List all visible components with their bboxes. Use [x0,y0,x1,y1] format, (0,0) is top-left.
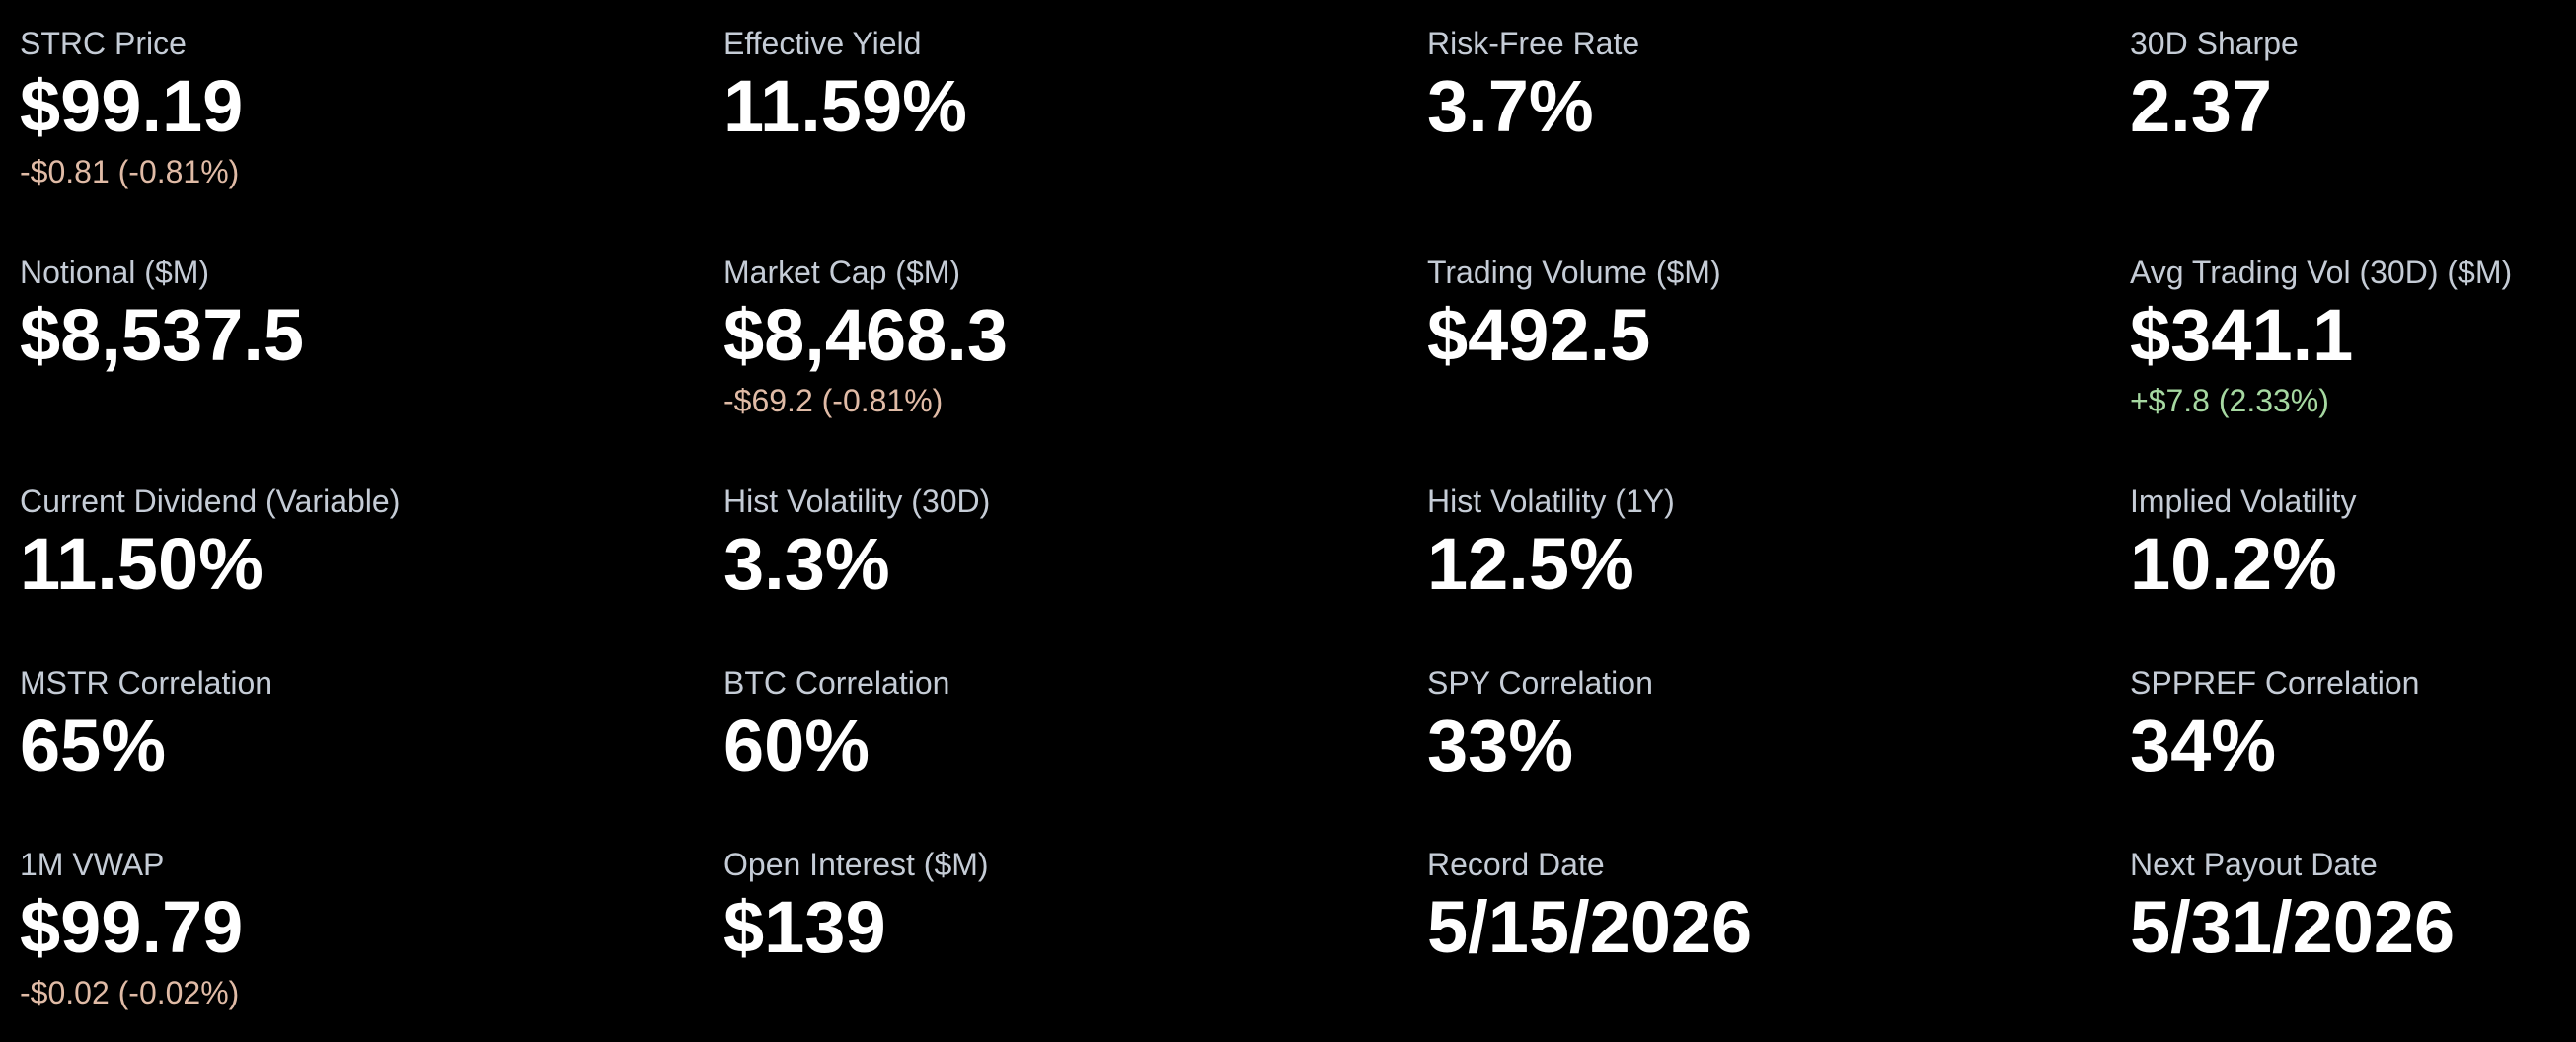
metric-btc-correlation: BTC Correlation 60% [723,663,1414,787]
metric-effective-yield: Effective Yield 11.59% [723,24,1414,148]
metric-30d-sharpe: 30D Sharpe 2.37 [2130,24,2564,148]
metric-spy-correlation: SPY Correlation 33% [1427,663,2118,787]
metric-value: 33% [1427,705,1574,786]
metric-trading-volume: Trading Volume ($M) $492.5 [1427,253,2118,377]
metric-change: -$0.81 (-0.81%) [20,154,240,189]
metric-label: Trading Volume ($M) [1427,255,1721,290]
metric-open-interest: Open Interest ($M) $139 [723,845,1414,969]
metric-value: 2.37 [2130,65,2273,147]
metric-label: 30D Sharpe [2130,26,2299,61]
metric-mstr-correlation: MSTR Correlation 65% [20,663,711,787]
metric-implied-volatility: Implied Volatility 10.2% [2130,482,2564,606]
metric-value: 65% [20,705,167,786]
metric-label: BTC Correlation [723,665,950,701]
metric-label: Avg Trading Vol (30D) ($M) [2130,255,2513,290]
metric-change: -$69.2 (-0.81%) [723,383,944,418]
metric-hist-volatility-1y: Hist Volatility (1Y) 12.5% [1427,482,2118,606]
metric-value: 3.3% [723,523,890,605]
metric-value: $8,468.3 [723,294,1009,376]
metric-value: $341.1 [2130,294,2354,376]
metric-label: Hist Volatility (30D) [723,484,991,519]
metric-label: Market Cap ($M) [723,255,961,290]
metric-label: Risk-Free Rate [1427,26,1640,61]
metric-sppref-correlation: SPPREF Correlation 34% [2130,663,2564,787]
metric-label: Current Dividend (Variable) [20,484,401,519]
metric-current-dividend: Current Dividend (Variable) 11.50% [20,482,711,606]
metric-label: 1M VWAP [20,847,165,882]
metric-notional: Notional ($M) $8,537.5 [20,253,711,377]
metric-label: Notional ($M) [20,255,210,290]
metric-value: 3.7% [1427,65,1594,147]
metric-label: STRC Price [20,26,187,61]
metric-record-date: Record Date 5/15/2026 [1427,845,2118,969]
metric-hist-volatility-30d: Hist Volatility (30D) 3.3% [723,482,1414,606]
metric-label: SPPREF Correlation [2130,665,2420,701]
metric-market-cap: Market Cap ($M) $8,468.3 -$69.2 (-0.81%) [723,253,1414,420]
metric-value: 12.5% [1427,523,1634,605]
metric-value: $8,537.5 [20,294,305,376]
metric-risk-free-rate: Risk-Free Rate 3.7% [1427,24,2118,148]
metric-value: 34% [2130,705,2277,786]
metric-1m-vwap: 1M VWAP $99.79 -$0.02 (-0.02%) [20,845,711,1012]
metric-label: Open Interest ($M) [723,847,989,882]
metric-value: $139 [723,886,886,968]
metric-label: Next Payout Date [2130,847,2378,882]
metric-value: 11.50% [20,523,264,605]
metric-label: Record Date [1427,847,1605,882]
metric-label: SPY Correlation [1427,665,1653,701]
metric-value: 5/15/2026 [1427,886,1753,968]
metric-value: 11.59% [723,65,967,147]
metric-value: 60% [723,705,871,786]
metric-value: $99.79 [20,886,244,968]
metric-avg-trading-vol: Avg Trading Vol (30D) ($M) $341.1 +$7.8 … [2130,253,2564,420]
metric-next-payout-date: Next Payout Date 5/31/2026 [2130,845,2564,969]
metric-label: MSTR Correlation [20,665,273,701]
metric-label: Implied Volatility [2130,484,2357,519]
metric-value: $99.19 [20,65,244,147]
metric-value: $492.5 [1427,294,1651,376]
metric-strc-price: STRC Price $99.19 -$0.81 (-0.81%) [20,24,711,191]
metric-label: Effective Yield [723,26,922,61]
metric-label: Hist Volatility (1Y) [1427,484,1675,519]
metric-value: 5/31/2026 [2130,886,2456,968]
metric-change: -$0.02 (-0.02%) [20,975,240,1010]
metric-change: +$7.8 (2.33%) [2130,383,2329,418]
metric-value: 10.2% [2130,523,2337,605]
